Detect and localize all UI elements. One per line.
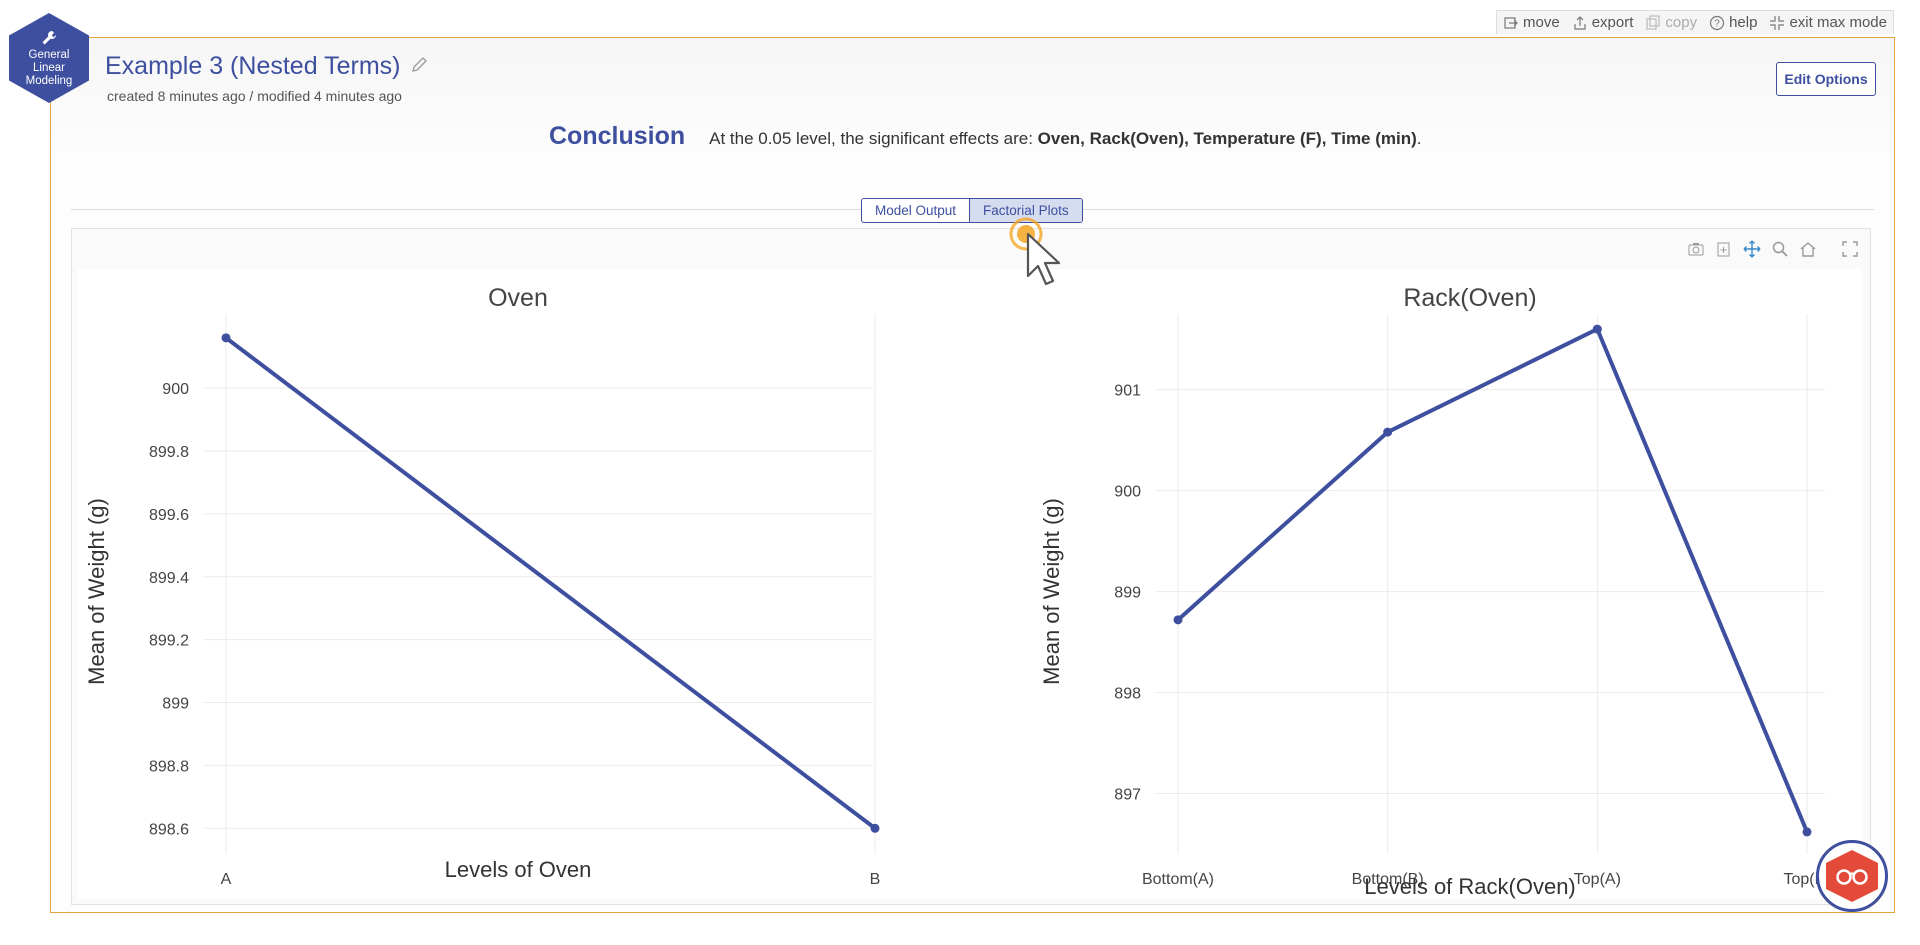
x-tick-label: Top(A) bbox=[1574, 871, 1621, 888]
y-tick-label: 901 bbox=[1114, 383, 1141, 400]
assistant-button[interactable] bbox=[1816, 840, 1888, 912]
plot-area: 898.6 898.8 899 899.2 899.4 899.6 899.8 900 A B Ov… bbox=[71, 228, 1871, 905]
app-badge: General Linear Modeling bbox=[9, 13, 89, 103]
analysis-title[interactable]: Example 3 (Nested Terms) bbox=[105, 52, 401, 80]
svg-text:?: ? bbox=[1714, 18, 1720, 29]
conclusion: Conclusion At the 0.05 level, the signif… bbox=[549, 122, 1422, 151]
y-tick-label: 899.6 bbox=[149, 507, 189, 524]
zoom-button[interactable] bbox=[1770, 239, 1790, 259]
plot-modebar bbox=[1686, 239, 1860, 259]
series-line bbox=[1176, 327, 1809, 833]
copy-label: copy bbox=[1665, 14, 1698, 31]
y-tick-label: 899.4 bbox=[149, 570, 189, 587]
move-icon bbox=[1504, 16, 1518, 29]
move-button[interactable]: move bbox=[1503, 14, 1560, 31]
y-tick-label: 900 bbox=[1114, 484, 1141, 501]
help-button-toolbar[interactable]: ? help bbox=[1709, 14, 1757, 31]
exit-max-mode-button[interactable]: exit max mode bbox=[1769, 14, 1887, 31]
series-line bbox=[224, 336, 877, 830]
glasses-icon bbox=[1836, 869, 1868, 885]
assistant-badge bbox=[1826, 850, 1878, 902]
pan-button[interactable] bbox=[1742, 239, 1762, 259]
y-tick-label: 899.8 bbox=[149, 444, 189, 461]
conclusion-prefix: At the 0.05 level, the significant effec… bbox=[709, 129, 1038, 148]
conclusion-text: At the 0.05 level, the significant effec… bbox=[709, 129, 1421, 149]
tab-factorial-plots[interactable]: Factorial Plots bbox=[969, 199, 1082, 222]
camera-icon bbox=[1688, 243, 1704, 256]
x-tick-label: Bottom(A) bbox=[1142, 871, 1214, 888]
data-point bbox=[1173, 615, 1183, 625]
y-tick-label: 899 bbox=[1114, 585, 1141, 602]
zoom-icon bbox=[1772, 241, 1788, 257]
analysis-panel: Example 3 (Nested Terms) created 8 minut… bbox=[50, 37, 1895, 913]
pan-icon bbox=[1743, 240, 1761, 258]
copy-icon bbox=[1646, 14, 1661, 30]
help-label: help bbox=[1729, 14, 1758, 31]
app-name-line3: Modeling bbox=[25, 74, 73, 87]
output-tabs: Model Output Factorial Plots bbox=[861, 198, 1083, 223]
fullscreen-icon bbox=[1842, 241, 1858, 257]
data-point bbox=[221, 333, 231, 343]
window-toolbar: move export copy ? help exit max mode bbox=[1496, 10, 1894, 34]
conclusion-suffix: . bbox=[1416, 129, 1422, 148]
x-tick-label: B bbox=[870, 871, 881, 888]
y-tick-label: 898 bbox=[1114, 686, 1141, 703]
x-tick-label: A bbox=[221, 871, 232, 888]
export-icon bbox=[1574, 15, 1586, 30]
x-axis-title: Levels of Oven bbox=[445, 857, 592, 882]
move-label: move bbox=[1523, 14, 1560, 31]
y-tick-label: 897 bbox=[1114, 787, 1141, 804]
home-icon bbox=[1800, 242, 1816, 257]
x-tick-label: Bottom(B) bbox=[1352, 871, 1424, 888]
y-tick-label: 898.8 bbox=[149, 758, 189, 775]
chart-title: Oven bbox=[488, 284, 548, 312]
chart-title: Rack(Oven) bbox=[1403, 284, 1536, 312]
add-page-icon bbox=[1717, 242, 1730, 257]
download-plot-button[interactable] bbox=[1686, 239, 1706, 259]
analysis-meta: created 8 minutes ago / modified 4 minut… bbox=[107, 88, 402, 104]
tab-model-output[interactable]: Model Output bbox=[875, 203, 957, 218]
pencil-icon bbox=[412, 57, 428, 72]
y-tick-label: 898.6 bbox=[149, 821, 189, 838]
app-name-line1: General bbox=[28, 48, 70, 61]
y-tick-label: 899.2 bbox=[149, 633, 189, 650]
conclusion-effects: Oven, Rack(Oven), Temperature (F), Time … bbox=[1037, 129, 1417, 148]
x-axis-title: Levels of Rack(Oven) bbox=[1364, 874, 1576, 899]
wrench-icon bbox=[42, 30, 56, 44]
data-point bbox=[1592, 324, 1602, 334]
y-tick-label: 900 bbox=[162, 381, 189, 398]
edit-options-button[interactable]: Edit Options bbox=[1776, 62, 1876, 96]
add-to-report-button[interactable] bbox=[1714, 239, 1734, 259]
exit-max-icon bbox=[1770, 15, 1785, 30]
data-point bbox=[870, 823, 880, 833]
export-label: export bbox=[1591, 14, 1634, 31]
factorial-plots-svg: 898.6 898.8 899 899.2 899.4 899.6 899.8 900 A B Ov… bbox=[84, 284, 1831, 899]
exit-max-label: exit max mode bbox=[1789, 14, 1887, 31]
y-axis-title: Mean of Weight (g) bbox=[84, 498, 109, 685]
app-name-line2: Linear bbox=[33, 61, 65, 74]
data-point bbox=[1383, 427, 1393, 437]
chart-canvas: 898.6 898.8 899 899.2 899.4 899.6 899.8 900 A B Ov… bbox=[78, 269, 1862, 899]
y-tick-label: 899 bbox=[162, 696, 189, 713]
export-button[interactable]: export bbox=[1572, 14, 1634, 31]
title-row: Example 3 (Nested Terms) bbox=[105, 52, 430, 81]
data-point bbox=[1802, 827, 1812, 837]
reset-axes-button[interactable] bbox=[1798, 239, 1818, 259]
fullscreen-button[interactable] bbox=[1840, 239, 1860, 259]
y-axis-title: Mean of Weight (g) bbox=[1039, 498, 1064, 685]
conclusion-label: Conclusion bbox=[549, 122, 686, 150]
edit-title-button[interactable] bbox=[410, 54, 430, 79]
help-icon: ? bbox=[1709, 15, 1725, 30]
copy-button[interactable]: copy bbox=[1645, 14, 1697, 31]
